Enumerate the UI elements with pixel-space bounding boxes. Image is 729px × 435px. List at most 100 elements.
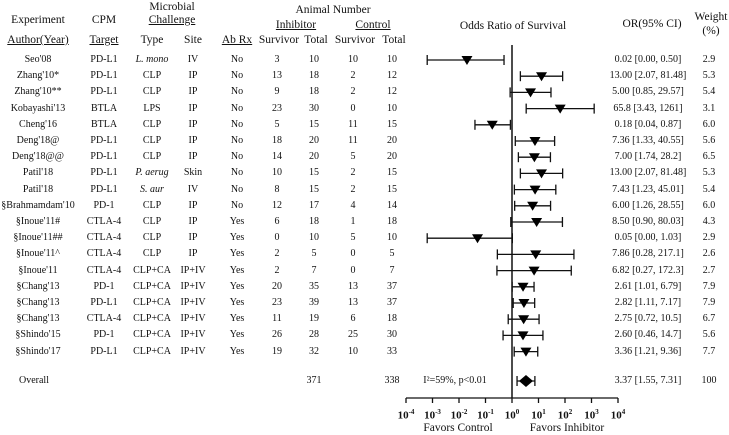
cell-ctl-surv: 10 [348, 345, 358, 357]
cell-type: CLP+CA [133, 313, 171, 325]
cell-site: IP+IV [180, 329, 206, 341]
cell-ctl-total: 12 [387, 86, 397, 98]
or-marker [536, 169, 548, 179]
header-challenge: Challenge [148, 14, 196, 26]
cell-abrx: No [230, 135, 244, 146]
cell-ctl-total: 5 [389, 248, 395, 260]
cell-weight: 6.0 [702, 118, 716, 130]
cell-abrx: Yes [229, 345, 245, 357]
cell-type: L. mono [135, 54, 169, 65]
cell-weight: 2.6 [702, 248, 716, 260]
cell-target: CTLA-4 [86, 248, 122, 260]
or-marker [520, 347, 532, 357]
cell-target: PD-L1 [90, 151, 118, 163]
cell-site: IP+IV [180, 345, 206, 357]
cell-or-text: 2.75 [0.72, 10.5] [614, 313, 682, 325]
cell-inh-surv: 19 [272, 345, 282, 357]
cell-target: PD-1 [93, 199, 115, 211]
cell-or-text: 0.05 [0.00, 1.03] [614, 232, 682, 244]
cell-weight: 6.7 [702, 313, 716, 325]
or-marker [527, 201, 539, 211]
cell-site: Skin [183, 167, 203, 179]
cell-author: Deng'18@@ [12, 151, 64, 163]
cell-type: CLP+CA [133, 264, 171, 276]
cell-target: PD-1 [93, 280, 115, 292]
cell-target: PD-L1 [90, 86, 118, 98]
header-control: Control [355, 19, 391, 31]
cell-inh-total: 18 [309, 216, 319, 227]
cell-weight: 5.6 [702, 329, 716, 341]
cell-author: Zhang'10** [14, 86, 62, 98]
cell-weight: 7.7 [702, 345, 716, 357]
cell-inh-surv: 9 [274, 86, 280, 98]
cell-inh-surv: 23 [272, 297, 282, 308]
cell-inh-total: 15 [309, 167, 319, 179]
cell-abrx: Yes [229, 248, 245, 260]
cell-ctl-total: 20 [387, 135, 397, 146]
cell-author: Cheng'16 [19, 118, 57, 130]
cell-author: §Shindo'15 [15, 329, 61, 341]
cell-type: CLP [142, 70, 162, 82]
cell-inh-surv: 11 [272, 313, 282, 325]
cell-inh-surv: 8 [274, 183, 280, 195]
or-marker [529, 185, 541, 195]
cell-site: IP [188, 102, 198, 114]
header-abrx: Ab Rx [221, 34, 253, 46]
or-marker [554, 104, 566, 114]
cell-weight: 3.1 [702, 102, 716, 114]
cell-type: S. aur [140, 183, 164, 195]
or-marker [517, 282, 529, 292]
or-marker [525, 88, 537, 98]
cell-or-text: 8.50 [0.90, 80.03] [612, 216, 684, 227]
or-marker [486, 120, 498, 130]
x-tick-label: 10-2 [450, 408, 468, 422]
cell-inh-total: 10 [309, 54, 319, 65]
cell-target: PD-L1 [90, 167, 118, 179]
cell-inh-total: 35 [309, 280, 319, 292]
cell-target: PD-L1 [90, 70, 118, 82]
cell-ctl-surv: 0 [350, 248, 356, 260]
cell-inh-total: 39 [309, 297, 319, 308]
cell-inh-total: 7 [311, 264, 317, 276]
cell-inh-total: 20 [309, 151, 319, 163]
cell-ctl-total: 15 [387, 183, 397, 195]
header-inh-survivor: Survivor [258, 34, 300, 46]
header-target: Target [89, 34, 119, 46]
cell-or-text: 2.82 [1.11, 7.17] [614, 297, 682, 308]
cell-abrx: Yes [229, 329, 245, 341]
cell-or-text: 7.00 [1.74, 28.2] [614, 151, 682, 163]
cell-weight: 4.3 [702, 216, 716, 227]
cell-abrx: No [230, 167, 244, 179]
cell-ctl-total: 18 [387, 313, 397, 325]
header-ctl-total: Total [382, 34, 406, 46]
cell-weight: 5.4 [702, 86, 716, 98]
cell-inh-surv: 2 [274, 248, 280, 260]
cell-abrx: No [230, 199, 244, 211]
cell-author: §Inoue'11 [18, 264, 58, 276]
cell-type: CLP+CA [133, 280, 171, 292]
cell-type: CLP [142, 248, 162, 260]
cell-author: Patil'18 [22, 167, 54, 179]
cell-ctl-total: 7 [389, 264, 395, 276]
cell-ctl-surv: 6 [350, 313, 356, 325]
header-experiment: Experiment [11, 14, 65, 26]
cell-type: CLP [142, 118, 162, 130]
cell-inh-surv: 2 [274, 264, 280, 276]
cell-weight: 6.0 [702, 199, 716, 211]
cell-abrx: No [230, 86, 244, 98]
cell-author: Kobayashi'13 [10, 102, 66, 114]
or-marker [472, 234, 484, 244]
cell-inh-surv: 0 [274, 232, 280, 244]
cell-weight: 2.9 [702, 54, 716, 65]
cell-abrx: Yes [229, 313, 245, 325]
favors-inhibitor-label: Favors Inhibitor [529, 422, 605, 434]
cell-abrx: Yes [229, 280, 245, 292]
or-marker [518, 299, 530, 308]
cell-site: IP+IV [180, 280, 206, 292]
cell-abrx: Yes [229, 232, 245, 244]
cell-inh-total: 18 [309, 86, 319, 98]
cell-inh-total: 5 [311, 248, 317, 260]
cell-weight: 5.4 [702, 183, 716, 195]
x-tick-label: 10-4 [397, 408, 415, 422]
